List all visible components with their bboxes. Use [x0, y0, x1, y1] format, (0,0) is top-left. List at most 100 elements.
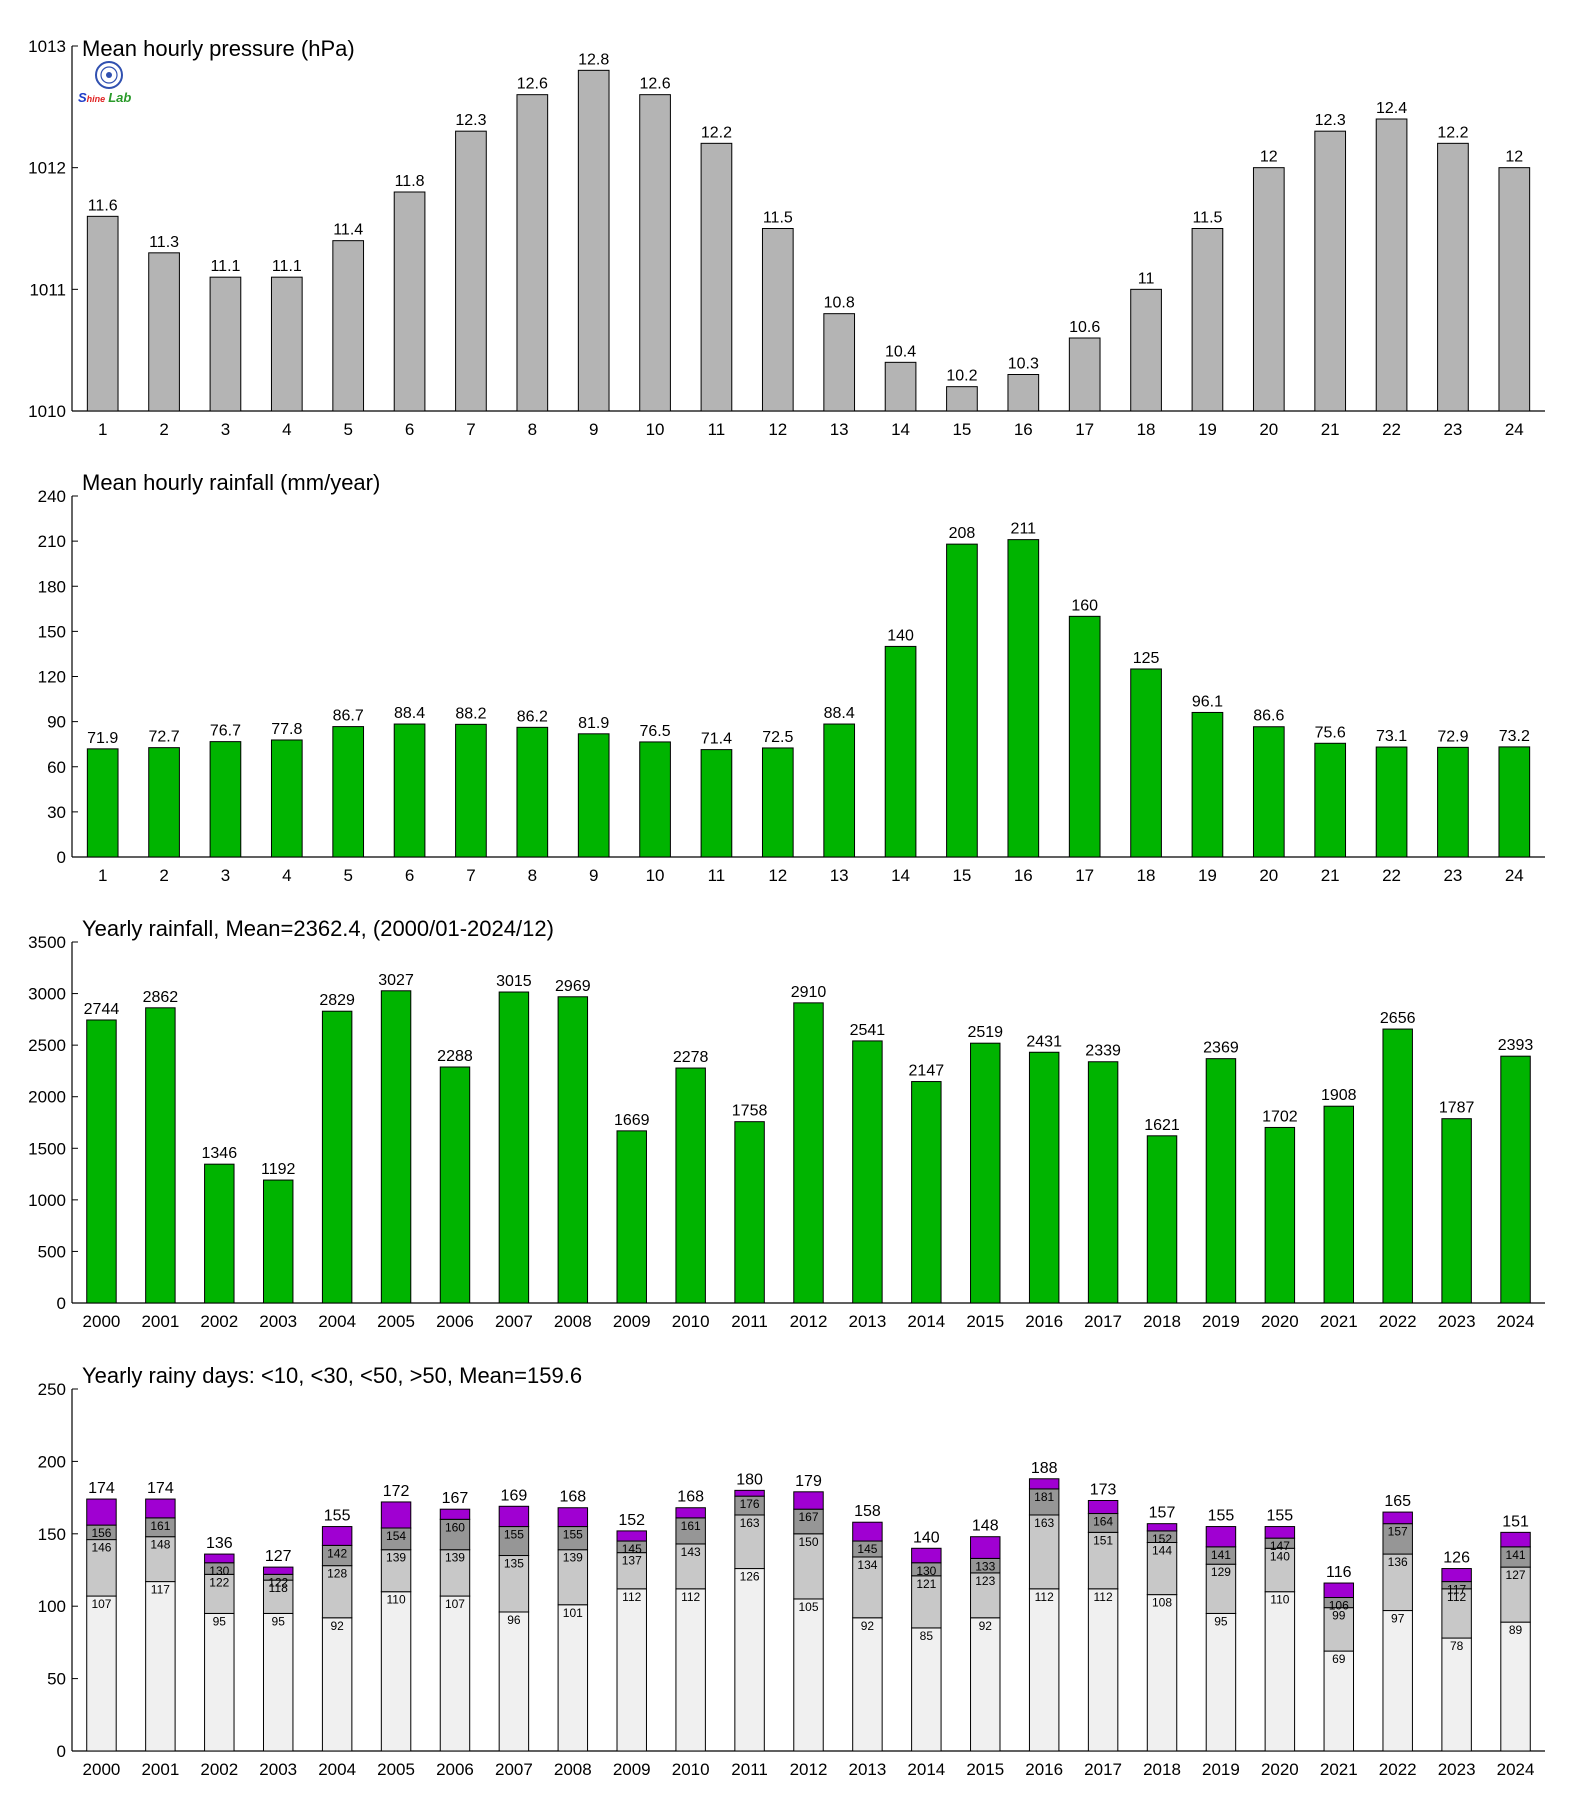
- stacked-segment-1: [1146, 1594, 1178, 1752]
- y-tick-label: 1010: [28, 402, 66, 421]
- x-tick-label: 2000: [83, 1312, 121, 1331]
- segment-label: 161: [681, 1519, 701, 1533]
- stacked-segment-1: [204, 1612, 235, 1752]
- stacked-segment-4: [675, 1507, 706, 1519]
- y-tick-label: 100: [38, 1597, 66, 1616]
- x-tick-label: 2001: [141, 1760, 179, 1779]
- segment-label: 110: [1270, 1593, 1289, 1607]
- segment-label: 139: [445, 1551, 465, 1565]
- stacked-segment-4: [852, 1521, 883, 1542]
- segment-label: 117: [1447, 1583, 1466, 1597]
- x-tick-label: 10: [646, 866, 665, 885]
- y-tick-label: 120: [38, 668, 66, 687]
- bar-data-label: 2829: [319, 992, 355, 1009]
- stacked-segment-1: [1087, 1588, 1119, 1752]
- bar: [639, 741, 671, 858]
- stacked-segment-2: [1323, 1607, 1355, 1652]
- stacked-segment-2: [1382, 1553, 1413, 1612]
- bar: [946, 543, 978, 858]
- x-tick-label: 2023: [1438, 1760, 1476, 1779]
- x-tick-label: 6: [405, 866, 414, 885]
- stacked-segment-2: [145, 1536, 176, 1583]
- y-tick-label: 50: [47, 1670, 66, 1689]
- bar: [332, 240, 365, 412]
- segment-label: 150: [798, 1535, 818, 1549]
- bar: [1264, 1126, 1296, 1304]
- bar-data-label: 11.5: [1192, 210, 1222, 227]
- stacked-segment-1: [439, 1595, 471, 1752]
- bar-data-label: 1192: [261, 1161, 296, 1178]
- segment-label: 163: [1034, 1516, 1054, 1530]
- x-tick-label: 2021: [1320, 1760, 1358, 1779]
- x-tick-label: 2023: [1438, 1312, 1476, 1331]
- bar: [911, 1081, 942, 1304]
- x-tick-label: 3: [221, 866, 230, 885]
- segment-label: 92: [330, 1619, 344, 1633]
- bar: [734, 1121, 765, 1304]
- segment-label: 126: [740, 1570, 760, 1584]
- x-tick-label: 23: [1443, 866, 1462, 885]
- logo-letter-s: S: [78, 90, 87, 105]
- total-label: 136: [206, 1535, 233, 1552]
- bar: [86, 215, 119, 412]
- x-tick-label: 9: [589, 866, 598, 885]
- segment-label: 106: [1329, 1599, 1349, 1613]
- y-tick-label: 3500: [28, 933, 66, 952]
- x-tick-label: 23: [1443, 420, 1462, 439]
- bar-data-label: 12.3: [1315, 112, 1346, 129]
- bar: [557, 996, 589, 1304]
- segment-label: 127: [1506, 1568, 1526, 1582]
- bar-data-label: 86.2: [517, 708, 548, 725]
- bar: [1382, 1028, 1413, 1304]
- x-tick-label: 17: [1075, 866, 1094, 885]
- total-label: 158: [854, 1503, 881, 1520]
- x-tick-label: 2005: [377, 1760, 415, 1779]
- bar-data-label: 73.2: [1499, 728, 1530, 745]
- bar-data-label: 12.4: [1376, 100, 1407, 117]
- bar: [516, 726, 549, 858]
- bar: [1191, 711, 1224, 858]
- stacked-segment-4: [145, 1498, 176, 1519]
- bar-data-label: 125: [1133, 650, 1160, 667]
- x-tick-label: 2005: [377, 1312, 415, 1331]
- bar-data-label: 77.8: [271, 721, 302, 738]
- x-tick-label: 18: [1137, 420, 1156, 439]
- bar-data-label: 1346: [202, 1145, 238, 1162]
- x-tick-label: 16: [1014, 866, 1033, 885]
- x-tick-label: 2017: [1084, 1760, 1122, 1779]
- stacked-segment-1: [970, 1617, 1001, 1752]
- total-label: 174: [147, 1480, 174, 1497]
- segment-label: 95: [213, 1614, 227, 1628]
- segment-label: 156: [91, 1526, 111, 1540]
- segment-label: 117: [151, 1583, 170, 1597]
- bar-data-label: 11: [1138, 270, 1155, 287]
- x-tick-label: 2006: [436, 1312, 474, 1331]
- segment-label: 101: [563, 1606, 583, 1620]
- segment-label: 134: [857, 1558, 877, 1572]
- segment-label: 130: [209, 1564, 229, 1578]
- x-tick-label: 2008: [554, 1760, 592, 1779]
- bar-data-label: 2862: [143, 989, 179, 1006]
- bar: [1375, 118, 1408, 412]
- x-tick-label: 2010: [672, 1312, 710, 1331]
- bar: [1500, 1055, 1531, 1304]
- segment-label: 112: [622, 1590, 641, 1604]
- y-tick-label: 1500: [28, 1139, 66, 1158]
- x-tick-label: 2003: [259, 1312, 297, 1331]
- stacked-segment-4: [970, 1536, 1001, 1559]
- segment-label: 135: [504, 1557, 524, 1571]
- bar-data-label: 1758: [732, 1103, 768, 1120]
- chart-title: Yearly rainfall, Mean=2362.4, (2000/01-2…: [82, 916, 554, 941]
- x-tick-label: 19: [1198, 420, 1217, 439]
- x-tick-label: 7: [466, 420, 475, 439]
- x-tick-label: 2018: [1143, 1760, 1181, 1779]
- stacked-segment-1: [734, 1568, 765, 1752]
- y-tick-label: 2000: [28, 1088, 66, 1107]
- total-label: 152: [618, 1512, 645, 1529]
- x-tick-label: 6: [405, 420, 414, 439]
- bar: [761, 228, 794, 412]
- stacked-segment-1: [1205, 1612, 1237, 1752]
- x-tick-label: 2015: [966, 1760, 1004, 1779]
- bar-data-label: 2431: [1026, 1033, 1062, 1050]
- y-tick-label: 240: [38, 487, 66, 506]
